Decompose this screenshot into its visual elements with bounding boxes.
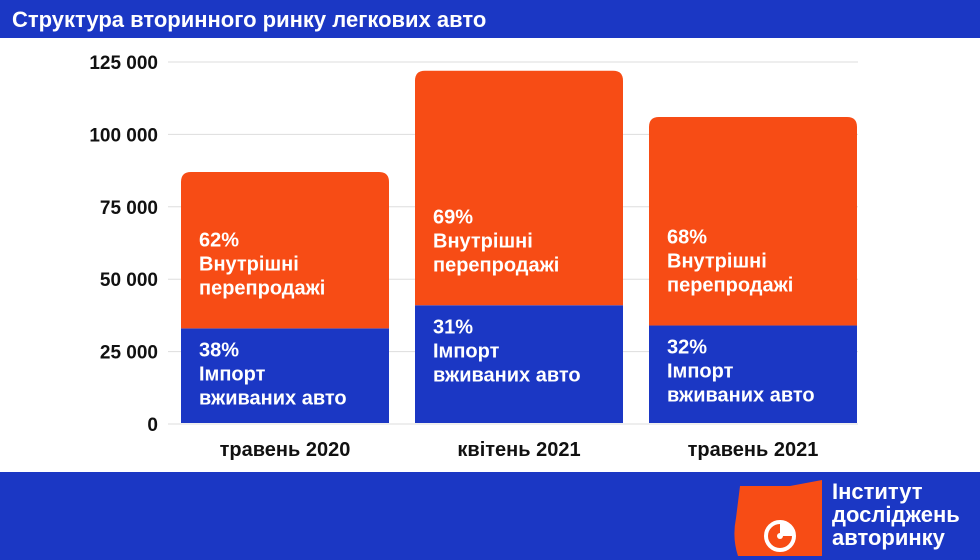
y-tick-label: 50 000: [100, 270, 158, 291]
bar-segment: [415, 305, 623, 423]
bar-segment-label: перепродажі: [199, 277, 325, 299]
car-pie-logo-icon: [734, 480, 822, 556]
x-category-label: квітень 2021: [457, 439, 580, 461]
y-tick-label: 100 000: [89, 125, 158, 146]
bar-segment-label: Внутрішні: [199, 253, 299, 275]
y-tick-label: 75 000: [100, 198, 158, 219]
bar-segment-label: перепродажі: [667, 275, 793, 297]
bar-segment-label: 69%: [433, 206, 473, 228]
y-tick-label: 25 000: [100, 343, 158, 364]
bar-segment: [649, 117, 857, 326]
bar-segment-label: Імпорт: [199, 363, 266, 385]
bar-segment: [415, 70, 623, 306]
bar-segment-label: 38%: [199, 339, 239, 361]
title-bar: Структура вторинного ринку легкових авто: [0, 0, 980, 38]
x-category-label: травень 2021: [688, 439, 819, 461]
y-tick-label: 0: [147, 415, 158, 436]
bar-segment-label: перепродажі: [433, 254, 559, 276]
bar-segment-label: 68%: [667, 227, 707, 249]
bar-segment-label: 31%: [433, 316, 473, 338]
bar-segment-label: вживаних авто: [433, 364, 581, 386]
bar-segment-label: Внутрішні: [667, 251, 767, 273]
bar-segment-label: Імпорт: [433, 340, 500, 362]
logo-line-2: досліджень: [832, 502, 960, 527]
logo-line-1: Інститут: [832, 479, 923, 504]
bar-segment: [649, 325, 857, 423]
y-tick-label: 125 000: [89, 53, 158, 74]
bar-segment-label: 62%: [199, 229, 239, 251]
bar-segment-label: 32%: [667, 337, 707, 359]
bar-segment-label: вживаних авто: [199, 387, 347, 409]
chart-title: Структура вторинного ринку легкових авто: [12, 7, 487, 32]
bar-segment: [181, 328, 389, 423]
bar-segment-label: вживаних авто: [667, 385, 815, 407]
x-category-label: травень 2020: [220, 439, 351, 461]
bar-segment: [181, 172, 389, 329]
bar-segment-label: Імпорт: [667, 361, 734, 383]
logo-text: Інститут досліджень авторинку: [832, 480, 960, 549]
logo-line-3: авторинку: [832, 525, 945, 550]
bar-segment-label: Внутрішні: [433, 230, 533, 252]
